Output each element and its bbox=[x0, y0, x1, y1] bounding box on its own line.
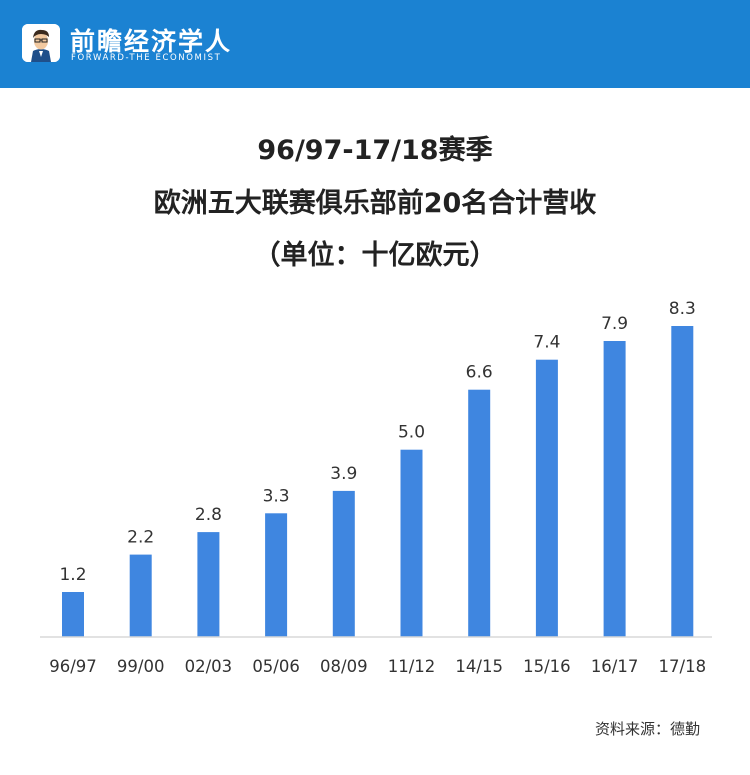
bar-05-06 bbox=[265, 513, 288, 637]
category-label: 14/15 bbox=[455, 657, 503, 676]
brand-name: 前瞻经济学人 bbox=[70, 27, 233, 56]
category-label: 15/16 bbox=[523, 657, 571, 676]
value-label: 5.0 bbox=[398, 423, 425, 443]
category-label: 96/97 bbox=[49, 657, 97, 676]
economist-avatar-logo bbox=[22, 24, 60, 62]
brand-subtitle: FORWARD-THE ECONOMIST bbox=[71, 53, 222, 63]
bar-16-17 bbox=[603, 341, 626, 637]
category-label: 05/06 bbox=[252, 657, 300, 676]
category-label: 17/18 bbox=[659, 657, 707, 676]
value-label: 8.3 bbox=[669, 299, 696, 319]
chart-title-line-1: 96/97-17/18赛季 bbox=[257, 135, 493, 166]
value-label: 3.9 bbox=[330, 464, 357, 484]
value-label: 1.2 bbox=[59, 565, 86, 585]
bar-group: 1.2 96/97 2.2 99/00 2.8 02/03 3.3 05/06 3.9 08/09… bbox=[49, 299, 706, 676]
bar-99-00 bbox=[129, 554, 152, 637]
bar-08-09 bbox=[332, 490, 355, 637]
bar-14-15 bbox=[468, 389, 491, 637]
source-note: 资料来源：德勤 bbox=[594, 720, 700, 738]
chart-title-line-3: （单位：十亿欧元） bbox=[253, 240, 497, 271]
value-label: 6.6 bbox=[466, 363, 493, 383]
bar-02-03 bbox=[197, 532, 220, 637]
value-label: 3.3 bbox=[263, 486, 290, 506]
header-bar: 前瞻经济学人 FORWARD-THE ECONOMIST bbox=[0, 0, 750, 88]
category-label: 08/09 bbox=[320, 657, 368, 676]
value-label: 2.2 bbox=[127, 528, 154, 548]
value-label: 2.8 bbox=[195, 505, 222, 525]
bar-15-16 bbox=[535, 359, 558, 637]
category-label: 02/03 bbox=[185, 657, 233, 676]
category-label: 11/12 bbox=[388, 657, 436, 676]
bar-96-97 bbox=[62, 592, 84, 637]
category-label: 99/00 bbox=[117, 657, 165, 676]
bar-17-18 bbox=[671, 326, 694, 637]
chart-title-line-2: 欧洲五大联赛俱乐部前20名合计营收 bbox=[153, 188, 597, 219]
value-label: 7.9 bbox=[601, 314, 628, 334]
value-label: 7.4 bbox=[533, 333, 560, 353]
bar-11-12 bbox=[400, 449, 423, 637]
category-label: 16/17 bbox=[591, 657, 639, 676]
bar-chart: 1.2 96/97 2.2 99/00 2.8 02/03 3.3 05/06 3.9 08/09… bbox=[40, 299, 712, 676]
